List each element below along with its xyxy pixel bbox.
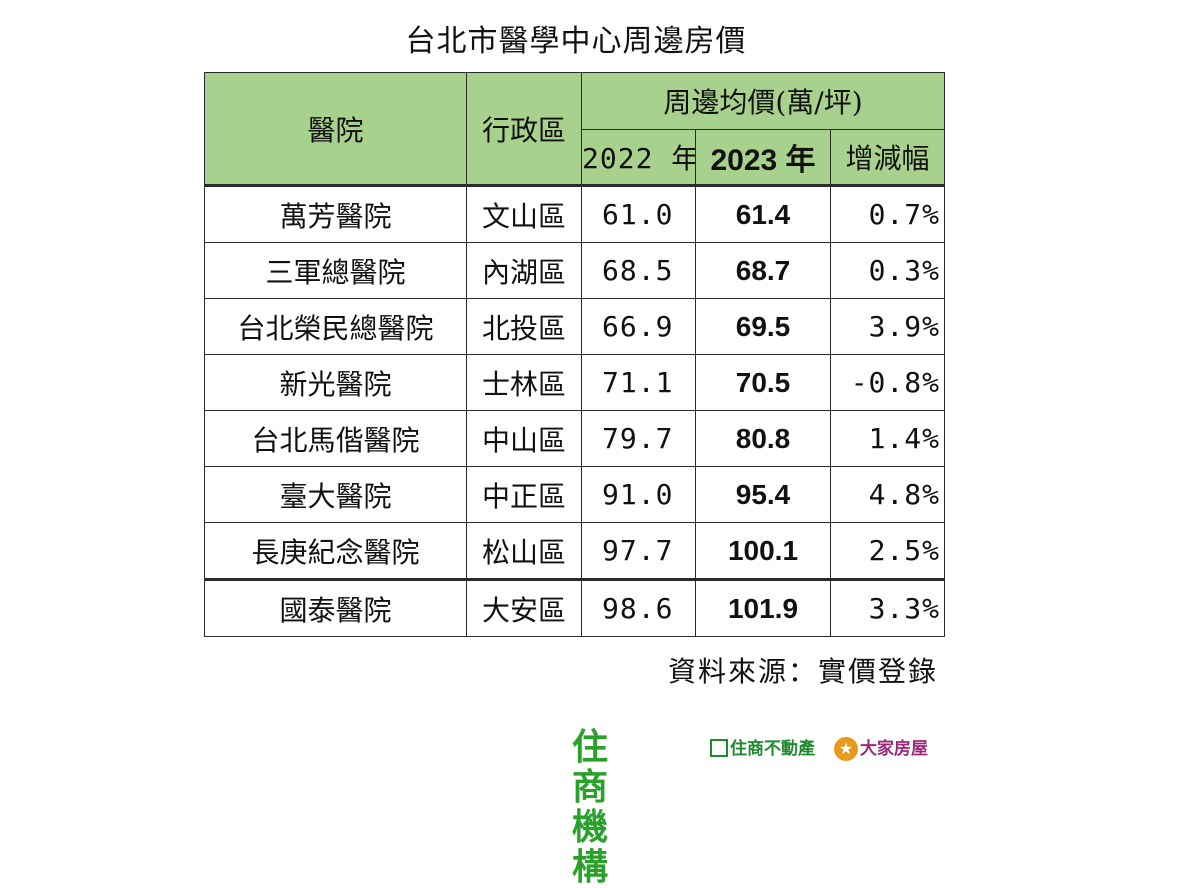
table-row: 台北馬偕醫院 中山區 79.7 80.8 1.4% xyxy=(204,410,945,467)
cell-hospital: 萬芳醫院 xyxy=(204,185,467,243)
cell-hospital: 臺大醫院 xyxy=(204,466,467,523)
header-change: 增減幅 xyxy=(830,129,945,186)
cell-price-2023: 80.8 xyxy=(695,410,831,467)
header-district: 行政區 xyxy=(466,72,582,186)
table-row: 臺大醫院 中正區 91.0 95.4 4.8% xyxy=(204,466,945,523)
cell-price-2022: 61.0 xyxy=(581,185,696,243)
cell-price-2022: 79.7 xyxy=(581,410,696,467)
cell-price-2023: 100.1 xyxy=(695,522,831,580)
cell-hospital: 長庚紀念醫院 xyxy=(204,522,467,580)
cell-price-2023: 69.5 xyxy=(695,298,831,355)
cell-change: 3.9% xyxy=(830,298,945,355)
cell-district: 松山區 xyxy=(466,522,582,580)
logo-second: 住商不動產 xyxy=(710,738,815,760)
cell-district: 中山區 xyxy=(466,410,582,467)
building-icon xyxy=(710,739,728,757)
cell-district: 北投區 xyxy=(466,298,582,355)
cell-hospital: 國泰醫院 xyxy=(204,578,467,637)
cell-price-2023: 101.9 xyxy=(695,578,831,637)
logo-main: 住商機構 xyxy=(572,727,610,888)
cell-price-2022: 91.0 xyxy=(581,466,696,523)
cell-change: -0.8% xyxy=(830,354,945,411)
cell-price-2023: 95.4 xyxy=(695,466,831,523)
cell-hospital: 台北馬偕醫院 xyxy=(204,410,467,467)
cell-district: 中正區 xyxy=(466,466,582,523)
cell-district: 大安區 xyxy=(466,578,582,637)
cell-change: 3.3% xyxy=(830,578,945,637)
page-title: 台北市醫學中心周邊房價 xyxy=(405,24,747,59)
cell-price-2022: 66.9 xyxy=(581,298,696,355)
cell-district: 文山區 xyxy=(466,185,582,243)
cell-price-2023: 70.5 xyxy=(695,354,831,411)
header-avg-price: 周邊均價(萬/坪) xyxy=(581,72,945,130)
cell-price-2022: 98.6 xyxy=(581,578,696,637)
cell-change: 1.4% xyxy=(830,410,945,467)
cell-district: 士林區 xyxy=(466,354,582,411)
cell-price-2022: 97.7 xyxy=(581,522,696,580)
logo-third: ★ 大家房屋 xyxy=(834,736,928,762)
cell-price-2023: 61.4 xyxy=(695,185,831,243)
header-hospital: 醫院 xyxy=(204,72,467,186)
cell-price-2023: 68.7 xyxy=(695,242,831,299)
cell-price-2022: 68.5 xyxy=(581,242,696,299)
cell-change: 0.3% xyxy=(830,242,945,299)
table-row: 長庚紀念醫院 松山區 97.7 100.1 2.5% xyxy=(204,522,945,580)
source-note: 資料來源：實價登錄 xyxy=(667,655,938,688)
star-icon: ★ xyxy=(834,737,858,761)
logo-second-text: 住商不動產 xyxy=(730,739,815,759)
table-row: 台北榮民總醫院 北投區 66.9 69.5 3.9% xyxy=(204,298,945,355)
cell-price-2022: 71.1 xyxy=(581,354,696,411)
table-header: 醫院 行政區 周邊均價(萬/坪) 2022 年 2023 年 增減幅 xyxy=(204,72,945,186)
header-year-2023: 2023 年 xyxy=(695,129,831,186)
cell-change: 2.5% xyxy=(830,522,945,580)
cell-district: 內湖區 xyxy=(466,242,582,299)
table-row: 萬芳醫院 文山區 61.0 61.4 0.7% xyxy=(204,185,945,243)
cell-hospital: 三軍總醫院 xyxy=(204,242,467,299)
cell-change: 0.7% xyxy=(830,185,945,243)
price-table: 醫院 行政區 周邊均價(萬/坪) 2022 年 2023 年 增減幅 萬芳醫院 … xyxy=(204,72,945,637)
cell-hospital: 新光醫院 xyxy=(204,354,467,411)
table-row: 三軍總醫院 內湖區 68.5 68.7 0.3% xyxy=(204,242,945,299)
logo-third-text: 大家房屋 xyxy=(860,739,928,759)
cell-hospital: 台北榮民總醫院 xyxy=(204,298,467,355)
table-row: 國泰醫院 大安區 98.6 101.9 3.3% xyxy=(204,578,945,637)
cell-change: 4.8% xyxy=(830,466,945,523)
table-row: 新光醫院 士林區 71.1 70.5 -0.8% xyxy=(204,354,945,411)
header-year-2022: 2022 年 xyxy=(581,129,696,186)
